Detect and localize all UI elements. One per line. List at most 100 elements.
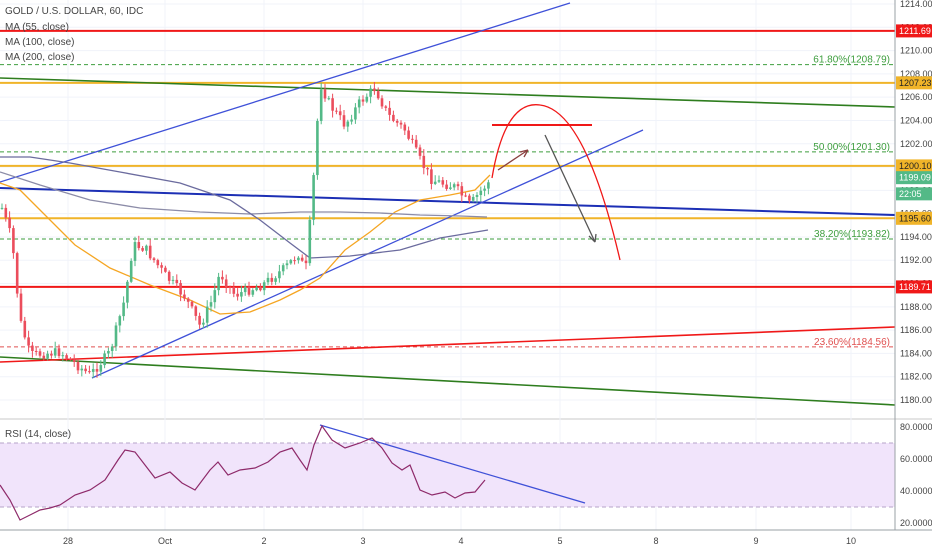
candle <box>61 351 65 362</box>
price-badge: 1199.09 <box>896 171 932 185</box>
candle <box>31 341 34 358</box>
candle-body <box>418 147 422 156</box>
candle-body <box>15 253 19 294</box>
candle-body <box>42 355 46 359</box>
candle-body <box>464 195 467 197</box>
candle <box>50 350 53 359</box>
candle-body <box>308 219 312 264</box>
candle <box>479 186 483 202</box>
candle-body <box>179 283 182 295</box>
legend-title: GOLD / U.S. DOLLAR, 60, IDC <box>5 6 144 17</box>
candle-body <box>38 351 42 356</box>
candle <box>270 273 274 286</box>
candle <box>384 105 388 111</box>
candle-body <box>129 260 133 282</box>
candle <box>110 343 114 358</box>
candle-body <box>266 277 270 283</box>
candle-body <box>361 99 365 102</box>
candle-body <box>19 293 23 321</box>
candle-body <box>198 315 201 325</box>
candle <box>38 348 42 358</box>
candle <box>46 350 49 361</box>
price-badges: 1211.69 1207.23 1200.10 1199.09 22:05 1195.60… <box>896 24 932 294</box>
candle-body <box>293 260 296 262</box>
candle-body <box>297 257 300 261</box>
legend-rsi: RSI (14, close) <box>5 429 72 440</box>
rsi-curve <box>0 424 486 521</box>
candlesticks <box>0 81 490 379</box>
candle-body <box>217 276 220 291</box>
time-tick-label: 10 <box>846 536 856 546</box>
price-tick-label: 1188.00 <box>900 302 932 312</box>
candle-body <box>50 353 53 356</box>
candle <box>350 114 353 125</box>
rsi-line <box>0 424 486 521</box>
candle <box>259 283 262 292</box>
candle-body <box>483 188 486 191</box>
candle-body <box>251 290 255 295</box>
candle-body <box>289 260 293 264</box>
candle-body <box>369 88 372 97</box>
candle-body <box>103 353 106 366</box>
candle <box>441 177 445 188</box>
price-tick-label: 1214.00 <box>900 0 932 9</box>
candle <box>190 300 194 309</box>
candle <box>449 182 452 191</box>
candle <box>293 256 296 265</box>
candle <box>95 362 99 378</box>
candle-body <box>281 265 285 272</box>
candle <box>418 144 422 160</box>
candle <box>327 95 331 101</box>
candle <box>224 274 228 293</box>
price-tick-label: 1194.00 <box>900 232 932 242</box>
candle <box>297 256 300 264</box>
candle <box>221 270 224 284</box>
candle <box>426 167 429 176</box>
price-badge-label: 1211.69 <box>899 26 931 36</box>
candle-body <box>335 110 338 112</box>
candle-body <box>384 106 388 108</box>
candle <box>179 280 182 302</box>
candle-body <box>270 277 274 282</box>
price-tick-label: 1208.00 <box>900 69 932 79</box>
candle <box>23 316 27 340</box>
candle <box>464 192 467 198</box>
candle-body <box>164 267 167 272</box>
candle <box>338 104 342 120</box>
candle-body <box>148 245 152 259</box>
rsi-band-fill <box>0 443 895 507</box>
candle-body <box>487 182 490 189</box>
candle <box>167 270 171 285</box>
candle <box>346 119 350 132</box>
candle <box>72 354 76 367</box>
candle-body <box>395 120 399 123</box>
candle-body <box>468 195 471 201</box>
candle <box>380 95 384 109</box>
price-tick-label: 1204.00 <box>900 115 932 125</box>
fib-label-3: 23.60%(1184.56) <box>814 337 890 348</box>
candle <box>308 215 312 266</box>
candle <box>65 353 68 361</box>
candle-body <box>34 350 38 352</box>
candle <box>84 365 87 374</box>
price-badge-bg <box>896 211 932 225</box>
candle <box>456 181 460 191</box>
channel-upper-line <box>0 2 571 183</box>
candle <box>319 82 323 125</box>
price-tick-label: 1180.00 <box>900 395 932 405</box>
rsi-band <box>0 442 895 508</box>
candle-body <box>433 181 437 184</box>
candle-body <box>57 348 61 356</box>
fib-label-1: 50.00%(1201.30) <box>813 142 890 153</box>
candle-body <box>224 279 228 287</box>
candle-body <box>213 290 217 303</box>
candle <box>183 289 186 302</box>
candle-body <box>350 119 353 122</box>
projection-arrow-up-head <box>519 149 529 158</box>
candle <box>407 126 410 141</box>
candle <box>399 120 403 129</box>
candle-body <box>4 207 8 218</box>
fib-label-0: 61.80%(1208.79) <box>813 55 890 66</box>
candle-body <box>319 89 323 121</box>
